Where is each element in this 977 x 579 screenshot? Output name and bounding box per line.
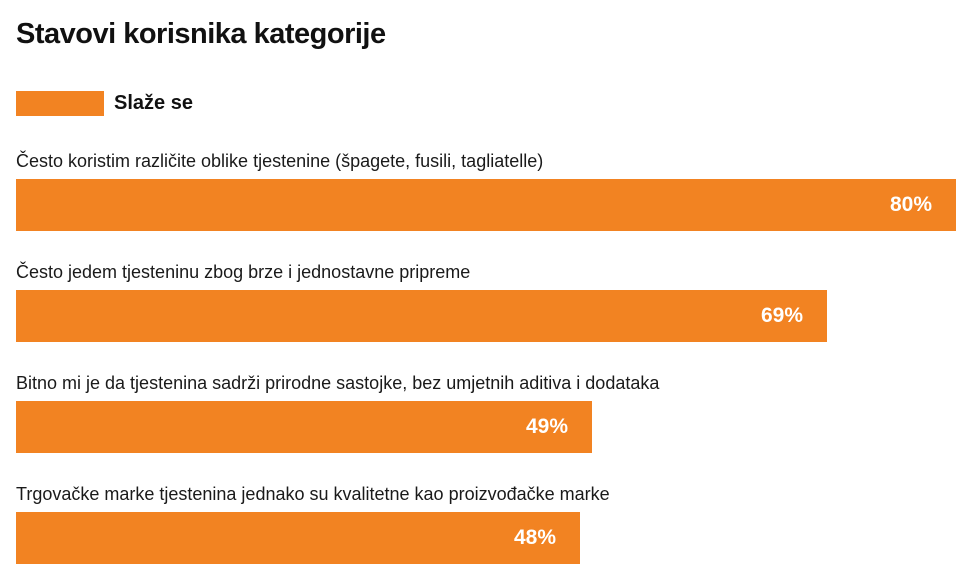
bar [16, 401, 592, 453]
category-label: Trgovačke marke tjestenina jednako su kv… [16, 484, 610, 504]
bar [16, 290, 827, 342]
bar-value-label: 80% [889, 193, 932, 216]
bar-track: 49% [16, 401, 956, 453]
bar-chart: Često koristim različite oblike tjesteni… [16, 150, 956, 579]
legend-label: Slaže se [114, 91, 193, 114]
bar-value-label: 69% [760, 304, 803, 327]
bar-track: 80% [16, 179, 956, 231]
legend: Slaže se [16, 90, 193, 116]
chart-title: Stavovi korisnika kategorije [16, 18, 386, 50]
bar [16, 179, 956, 231]
bar-track: 69% [16, 290, 956, 342]
bar-value-label: 49% [525, 415, 568, 438]
chart-row: Trgovačke marke tjestenina jednako su kv… [16, 483, 956, 579]
bar [16, 512, 580, 564]
category-label: Često koristim različite oblike tjesteni… [16, 151, 544, 171]
legend-swatch [16, 90, 104, 116]
category-label: Bitno mi je da tjestenina sadrži prirodn… [16, 373, 660, 393]
bar-value-label: 48% [513, 526, 556, 549]
category-label: Često jedem tjesteninu zbog brze i jedno… [16, 262, 471, 282]
chart-row: Često koristim različite oblike tjesteni… [16, 150, 956, 261]
bar-track: 48% [16, 512, 956, 564]
chart-row: Bitno mi je da tjestenina sadrži prirodn… [16, 372, 956, 483]
chart-row: Često jedem tjesteninu zbog brze i jedno… [16, 261, 956, 372]
